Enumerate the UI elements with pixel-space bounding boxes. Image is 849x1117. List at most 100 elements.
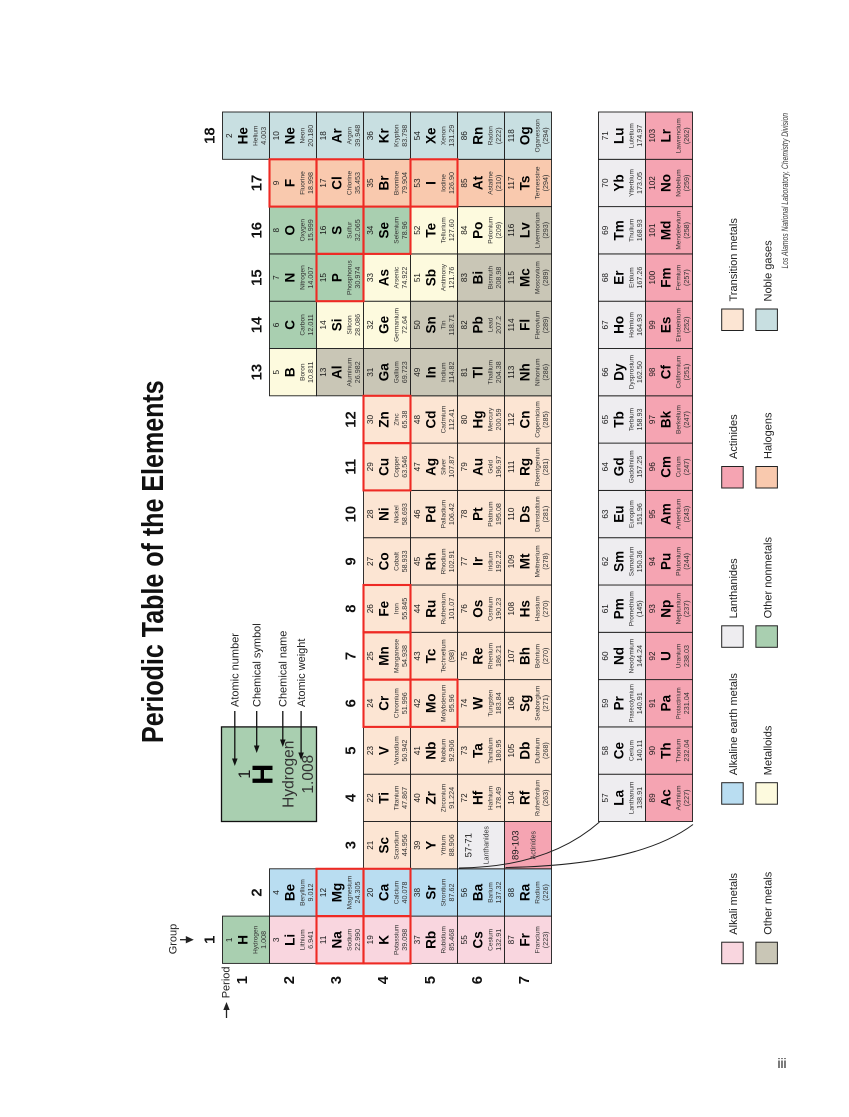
svg-text:95: 95: [648, 509, 657, 519]
svg-text:Titanium: Titanium: [394, 786, 401, 811]
svg-text:Roentgenium: Roentgenium: [535, 447, 542, 486]
svg-text:At: At: [471, 175, 486, 190]
svg-text:Californium: Californium: [676, 356, 683, 389]
svg-text:47: 47: [413, 462, 422, 472]
svg-text:15.999: 15.999: [306, 219, 315, 241]
svg-text:Manganese: Manganese: [394, 639, 401, 673]
svg-text:157.25: 157.25: [635, 456, 644, 478]
svg-text:Sc: Sc: [377, 836, 392, 853]
svg-text:11: 11: [319, 935, 328, 944]
svg-text:54.938: 54.938: [400, 645, 409, 667]
svg-text:17: 17: [319, 178, 328, 188]
svg-text:75: 75: [460, 651, 469, 661]
svg-text:174.97: 174.97: [635, 125, 644, 147]
svg-text:144.24: 144.24: [635, 645, 644, 667]
svg-text:51: 51: [413, 273, 422, 283]
svg-text:162.50: 162.50: [635, 361, 644, 383]
svg-text:72.64: 72.64: [400, 316, 409, 334]
svg-text:12: 12: [343, 411, 359, 427]
svg-text:41: 41: [413, 746, 422, 756]
svg-text:Fe: Fe: [377, 600, 392, 616]
svg-text:116: 116: [507, 223, 516, 236]
svg-text:151.96: 151.96: [635, 503, 644, 525]
svg-text:Platinum: Platinum: [488, 501, 495, 526]
svg-text:2: 2: [249, 888, 265, 896]
svg-text:118: 118: [507, 129, 516, 142]
svg-text:Pa: Pa: [659, 694, 674, 711]
svg-text:Gold: Gold: [488, 460, 495, 474]
svg-text:Nh: Nh: [518, 363, 533, 381]
svg-text:98: 98: [648, 367, 657, 377]
svg-text:207.2: 207.2: [494, 316, 503, 334]
svg-text:Seaborgium: Seaborgium: [535, 686, 542, 721]
svg-text:Zn: Zn: [377, 411, 392, 428]
svg-text:58: 58: [601, 746, 610, 756]
svg-text:87.62: 87.62: [447, 884, 456, 902]
svg-text:7: 7: [343, 652, 359, 660]
svg-text:(247): (247): [682, 458, 691, 475]
svg-text:97: 97: [648, 415, 657, 425]
svg-text:Tc: Tc: [424, 648, 439, 663]
svg-text:Te: Te: [424, 222, 439, 237]
svg-text:F: F: [283, 179, 298, 187]
svg-text:Selenium: Selenium: [394, 217, 401, 244]
svg-text:Chromium: Chromium: [394, 688, 401, 718]
svg-text:Gd: Gd: [612, 457, 627, 476]
svg-text:Ca: Ca: [377, 883, 392, 901]
svg-text:Silicon: Silicon: [347, 315, 354, 335]
svg-text:Ti: Ti: [377, 792, 392, 804]
svg-text:103: 103: [648, 128, 657, 142]
svg-text:Ni: Ni: [377, 507, 392, 521]
svg-text:Be: Be: [283, 883, 298, 901]
svg-text:67: 67: [601, 320, 610, 330]
svg-text:Pm: Pm: [612, 598, 627, 619]
svg-text:Scandium: Scandium: [394, 831, 401, 860]
svg-text:13: 13: [249, 364, 265, 380]
svg-text:Ag: Ag: [424, 458, 439, 476]
svg-text:Sb: Sb: [424, 269, 439, 286]
svg-text:Cadmium: Cadmium: [441, 406, 448, 434]
svg-text:89: 89: [648, 793, 657, 803]
svg-text:Ra: Ra: [518, 883, 533, 901]
svg-text:Es: Es: [659, 317, 674, 334]
svg-text:(278): (278): [541, 553, 550, 570]
svg-text:76: 76: [460, 604, 469, 614]
svg-text:5: 5: [423, 976, 439, 984]
svg-text:Mo: Mo: [424, 693, 439, 713]
svg-text:Cerium: Cerium: [629, 740, 636, 761]
svg-text:(222): (222): [494, 127, 503, 144]
svg-text:109: 109: [507, 554, 516, 568]
svg-text:Other nonmetals: Other nonmetals: [762, 536, 774, 618]
svg-text:(270): (270): [541, 600, 550, 617]
svg-text:Iodine: Iodine: [441, 174, 448, 192]
svg-text:Fm: Fm: [659, 267, 674, 287]
svg-text:Americium: Americium: [676, 499, 683, 530]
svg-text:101: 101: [648, 223, 657, 237]
svg-text:106: 106: [507, 696, 516, 710]
svg-text:78.96: 78.96: [400, 221, 409, 239]
svg-text:81: 81: [460, 367, 469, 377]
svg-text:Sulfur: Sulfur: [347, 221, 354, 239]
svg-text:(262): (262): [682, 127, 691, 144]
svg-text:Polonium: Polonium: [488, 217, 495, 244]
svg-text:Tantalum: Tantalum: [488, 737, 495, 763]
svg-text:Yb: Yb: [612, 174, 627, 191]
svg-text:56: 56: [460, 888, 469, 898]
svg-text:Ga: Ga: [377, 363, 392, 382]
svg-text:Fr: Fr: [518, 932, 533, 946]
svg-text:Erbium: Erbium: [629, 267, 636, 288]
svg-text:Arsenic: Arsenic: [394, 266, 401, 288]
svg-text:192.22: 192.22: [494, 550, 503, 572]
svg-text:7: 7: [272, 275, 281, 280]
svg-text:17: 17: [249, 175, 265, 191]
svg-text:168.93: 168.93: [635, 219, 644, 241]
svg-text:32.065: 32.065: [353, 219, 362, 241]
svg-text:Einsteinium: Einsteinium: [676, 308, 683, 342]
svg-text:196.97: 196.97: [494, 456, 503, 478]
svg-text:1: 1: [225, 937, 234, 942]
svg-text:(98): (98): [447, 650, 456, 663]
svg-text:Lv: Lv: [518, 222, 533, 238]
svg-text:Argon: Argon: [347, 127, 354, 145]
svg-text:57-71: 57-71: [464, 833, 475, 857]
svg-text:Carbon: Carbon: [300, 314, 307, 336]
